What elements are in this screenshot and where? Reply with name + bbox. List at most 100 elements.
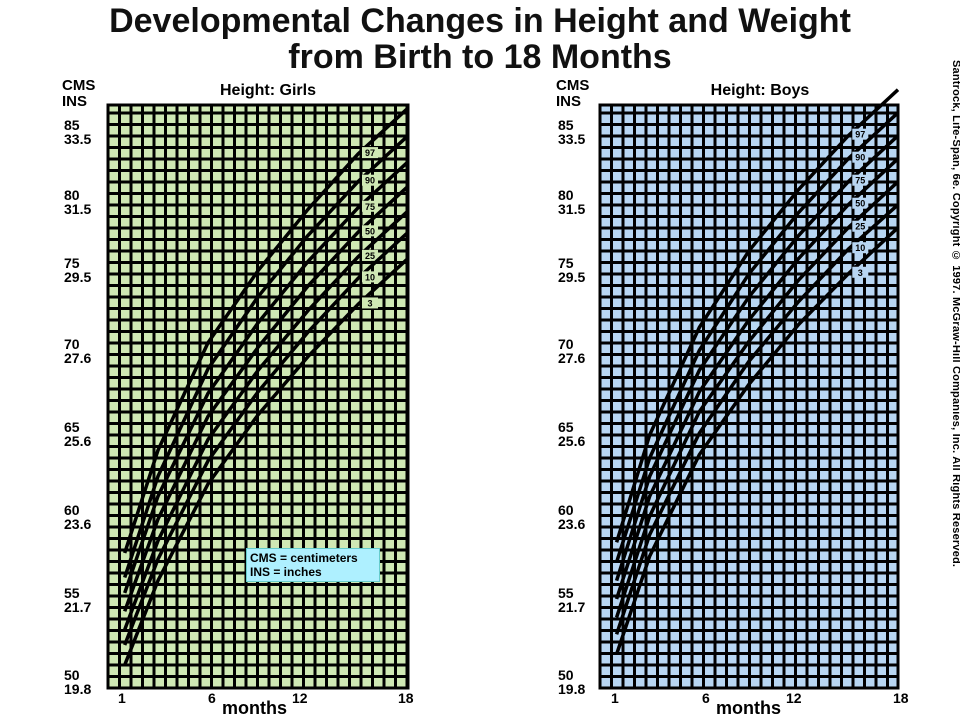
x-tick-label: 1 — [611, 690, 619, 706]
y-tick-cm: 55 — [64, 585, 80, 601]
y-tick-cm: 70 — [558, 336, 574, 352]
series-label-bg — [852, 174, 869, 186]
y-tick-in: 25.6 — [64, 433, 92, 449]
series-label-97: 97 — [855, 130, 865, 140]
y-tick-cm: 65 — [64, 419, 80, 435]
unit-label-ins: INS — [556, 93, 582, 110]
grid-boys — [598, 105, 898, 690]
y-tick-in: 27.6 — [558, 350, 586, 366]
series-label-bg — [362, 297, 378, 309]
series-line-75 — [123, 160, 410, 594]
y-tick-in: 23.6 — [64, 516, 92, 532]
y-tick-in: 29.5 — [558, 269, 586, 285]
chart-title-line-1: Developmental Changes in Height and Weig… — [109, 2, 851, 40]
series-label-90: 90 — [855, 153, 865, 163]
x-axis-label-girls: months — [222, 698, 287, 718]
y-tick-in: 33.5 — [64, 131, 92, 147]
y-tick-in: 33.5 — [558, 131, 586, 147]
series-line-75 — [614, 134, 900, 582]
y-tick-cm: 70 — [64, 336, 80, 352]
y-tick-cm: 80 — [64, 187, 80, 203]
series-label-bg — [362, 225, 378, 237]
plot-frame-girls — [106, 103, 410, 690]
y-tick-in: 21.7 — [64, 599, 92, 615]
x-axis-label-boys: months — [716, 698, 781, 718]
y-tick-cm: 60 — [558, 502, 574, 518]
legend-line-ins: INS = inches — [250, 565, 322, 579]
series-line-10 — [614, 203, 900, 635]
series-line-50 — [614, 157, 900, 600]
series-label-97: 97 — [365, 148, 375, 158]
series-line-25 — [123, 209, 410, 631]
series-label-bg — [852, 197, 869, 209]
series-label-3: 3 — [367, 298, 372, 308]
x-tick-label: 6 — [702, 690, 710, 706]
x-tick-label: 12 — [292, 690, 308, 706]
panel-title-girls: Height: Girls — [219, 82, 316, 99]
series-label-bg — [852, 128, 869, 140]
y-tick-cm: 60 — [64, 502, 80, 518]
series-label-25: 25 — [855, 222, 865, 232]
plot-frame-boys — [598, 103, 900, 690]
copyright-credit: Santrock, Life-Span, 6e. Copyright © 199… — [950, 60, 960, 568]
x-tick-label: 6 — [208, 690, 216, 706]
y-tick-cm: 75 — [64, 255, 80, 271]
series-line-97 — [614, 88, 900, 543]
x-tick-label: 12 — [786, 690, 802, 706]
y-tick-cm: 50 — [64, 667, 80, 683]
y-tick-in: 31.5 — [64, 201, 92, 217]
y-tick-cm: 80 — [558, 187, 574, 203]
series-label-10: 10 — [855, 243, 865, 253]
y-tick-in: 23.6 — [558, 516, 586, 532]
y-tick-in: 19.8 — [558, 681, 586, 697]
series-label-3: 3 — [858, 268, 863, 278]
series-label-bg — [852, 266, 869, 278]
unit-label-cms: CMS — [62, 77, 96, 94]
legend-line-cms: CMS = centimeters — [250, 551, 358, 565]
series-line-50 — [123, 185, 410, 612]
series-line-97 — [123, 106, 410, 554]
series-label-25: 25 — [365, 251, 375, 261]
y-tick-cm: 75 — [558, 255, 574, 271]
y-tick-in: 25.6 — [558, 433, 586, 449]
unit-label-cms: CMS — [556, 77, 590, 94]
series-label-bg — [362, 147, 378, 159]
units-legend: CMS = centimeters INS = inches — [246, 548, 380, 582]
series-label-bg — [852, 151, 869, 163]
series-label-10: 10 — [365, 272, 375, 282]
series-label-bg — [362, 200, 378, 212]
y-tick-in: 27.6 — [64, 350, 92, 366]
x-tick-label: 18 — [398, 690, 414, 706]
series-line-90 — [123, 134, 410, 579]
x-tick-label: 1 — [118, 690, 126, 706]
series-label-bg — [852, 242, 869, 254]
chart-title-line-2: from Birth to 18 Months — [288, 38, 672, 76]
y-tick-in: 31.5 — [558, 201, 586, 217]
series-label-bg — [362, 271, 378, 283]
y-tick-cm: 85 — [558, 117, 574, 133]
series-line-3 — [123, 257, 410, 666]
series-label-75: 75 — [365, 202, 375, 212]
y-tick-cm: 65 — [558, 419, 574, 435]
panel-title-boys: Height: Boys — [710, 82, 810, 99]
y-tick-in: 19.8 — [64, 681, 92, 697]
unit-label-ins: INS — [62, 93, 88, 110]
series-label-90: 90 — [365, 176, 375, 186]
series-label-50: 50 — [365, 226, 375, 236]
y-tick-cm: 85 — [64, 117, 80, 133]
series-label-75: 75 — [855, 176, 865, 186]
x-tick-label: 18 — [893, 690, 909, 706]
series-line-3 — [614, 226, 900, 655]
series-label-50: 50 — [855, 199, 865, 209]
series-label-bg — [362, 174, 378, 186]
series-line-10 — [123, 231, 410, 646]
series-line-90 — [614, 111, 900, 563]
series-label-bg — [852, 220, 869, 232]
y-tick-cm: 50 — [558, 667, 574, 683]
series-label-bg — [362, 249, 378, 261]
y-tick-in: 29.5 — [64, 269, 92, 285]
y-tick-in: 21.7 — [558, 599, 586, 615]
series-line-25 — [614, 180, 900, 618]
y-tick-cm: 55 — [558, 585, 574, 601]
